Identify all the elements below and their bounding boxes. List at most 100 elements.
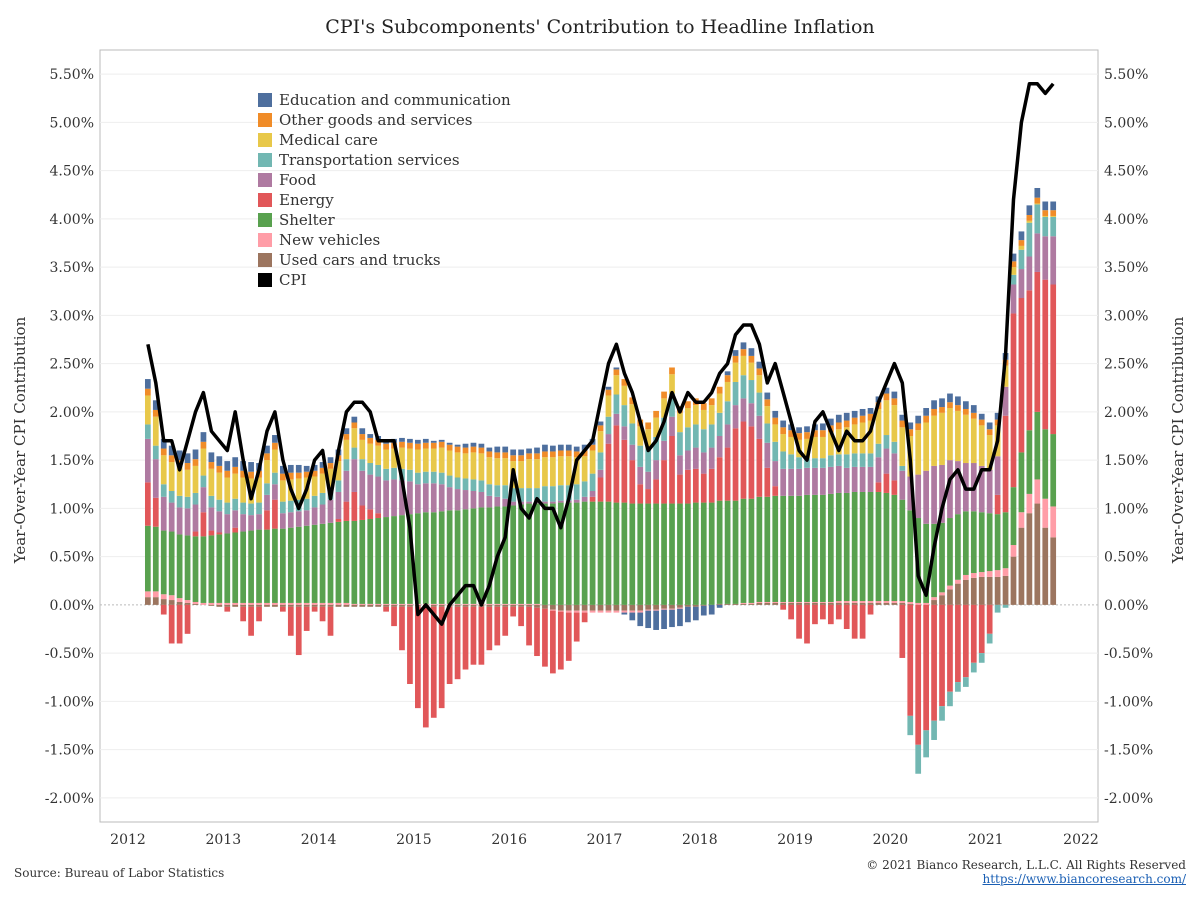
bar-segment-transport: [430, 471, 437, 484]
bar-segment-medical: [1018, 245, 1025, 250]
bar-segment-education: [343, 428, 350, 435]
bar-segment-energy: [843, 604, 850, 629]
bar-segment-medical: [756, 375, 763, 393]
bar-segment-transport: [367, 463, 374, 475]
bar-segment-medical: [557, 456, 564, 486]
bar-segment-usedcars: [351, 604, 358, 607]
bar-segment-shelter: [248, 530, 254, 603]
bar-segment-other: [168, 455, 175, 463]
bar-segment-newveh: [438, 603, 445, 605]
bar-segment-medical: [351, 428, 358, 448]
bar-segment-shelter: [176, 534, 183, 599]
bar-segment-usedcars: [732, 603, 739, 605]
bar-segment-usedcars: [335, 604, 342, 607]
bar-segment-food: [732, 405, 739, 429]
bar-segment-education: [859, 408, 866, 416]
bar-segment-education: [692, 606, 699, 621]
bar-segment-shelter: [264, 529, 270, 603]
bar-segment-energy: [407, 606, 413, 685]
bar-segment-shelter: [820, 494, 826, 602]
bar-segment-other: [438, 441, 445, 448]
y-tick-label-left: 5.00%: [50, 115, 94, 131]
bar-segment-energy: [565, 612, 572, 661]
copyright-block: © 2021 Bianco Research, L.L.C. All Right…: [866, 858, 1186, 886]
bar-segment-usedcars: [232, 604, 239, 607]
bar-segment-transport: [510, 488, 517, 502]
bar-segment-food: [359, 470, 366, 506]
bar-segment-shelter: [486, 507, 493, 604]
bar-segment-shelter: [1018, 452, 1025, 513]
bar-segment-education: [605, 386, 612, 390]
bar-segment-energy: [1010, 313, 1017, 488]
bar-segment-food: [1010, 284, 1017, 314]
bar-segment-energy: [605, 443, 612, 502]
bar-segment-medical: [200, 448, 207, 476]
bar-segment-usedcars: [724, 603, 731, 605]
bar-segment-energy: [351, 491, 358, 521]
bar-segment-other: [978, 419, 985, 426]
legend-swatch: [258, 253, 272, 267]
bar-segment-food: [430, 483, 437, 513]
bar-segment-transport: [589, 473, 596, 492]
bar-segment-other: [597, 425, 604, 432]
bar-segment-other: [232, 466, 239, 474]
bar-segment-transport: [351, 447, 358, 460]
y-tick-label-right: -1.00%: [1104, 694, 1153, 710]
bar-segment-education: [597, 421, 604, 426]
bar-segment-education: [661, 609, 667, 629]
bar-segment-energy: [994, 494, 1001, 515]
bar-segment-usedcars: [764, 602, 771, 605]
bar-segment-transport: [931, 720, 937, 740]
bar-segment-food: [629, 444, 636, 461]
bar-segment-energy: [915, 604, 922, 745]
bar-segment-other: [899, 420, 906, 428]
bar-segment-shelter: [422, 512, 429, 604]
bar-segment-newveh: [295, 602, 302, 605]
bar-segment-usedcars: [152, 597, 159, 605]
bar-segment-education: [843, 412, 850, 421]
bar-segment-shelter: [581, 501, 588, 605]
bar-segment-energy: [685, 469, 691, 504]
y-tick-label-right: -2.00%: [1104, 791, 1153, 807]
bar-segment-usedcars: [510, 604, 517, 607]
bar-segment-food: [422, 483, 429, 513]
bar-segment-shelter: [526, 503, 532, 604]
bar-segment-newveh: [470, 603, 477, 605]
website-link[interactable]: https://www.biancoresearch.com/: [982, 872, 1186, 886]
bar-segment-food: [653, 460, 659, 480]
bar-segment-food: [859, 466, 866, 492]
bar-segment-other: [216, 465, 223, 473]
bar-segment-education: [303, 465, 310, 472]
bar-segment-transport: [645, 448, 652, 472]
bar-segment-newveh: [391, 603, 397, 605]
bar-segment-medical: [978, 425, 985, 466]
bar-segment-transport: [280, 501, 286, 514]
legend-item: CPI: [258, 270, 511, 290]
bar-segment-energy: [470, 606, 477, 665]
bar-segment-medical: [883, 400, 890, 436]
bar-segment-usedcars: [883, 602, 890, 605]
bar-segment-medical: [1010, 267, 1017, 275]
bar-segment-education: [764, 392, 771, 400]
bar-segment-transport: [200, 475, 207, 488]
bar-segment-transport: [224, 502, 231, 515]
bar-segment-usedcars: [613, 604, 620, 611]
bar-segment-newveh: [168, 595, 175, 601]
bar-segment-energy: [303, 606, 310, 631]
bar-segment-education: [407, 438, 413, 443]
bar-segment-food: [780, 468, 787, 496]
bar-segment-other: [272, 442, 278, 450]
bar-segment-energy: [851, 604, 858, 639]
bar-segment-energy: [1018, 298, 1025, 453]
bar-segment-newveh: [978, 572, 985, 577]
bar-segment-shelter: [573, 502, 580, 605]
bar-segment-shelter: [939, 522, 945, 593]
bar-segment-education: [1050, 201, 1057, 211]
bar-segment-usedcars: [962, 579, 969, 605]
bar-segment-food: [645, 471, 652, 490]
source-note: Source: Bureau of Labor Statistics: [14, 866, 225, 880]
bar-segment-medical: [804, 438, 810, 459]
bar-segment-transport: [637, 445, 644, 467]
bar-segment-medical: [343, 439, 350, 460]
bar-segment-newveh: [287, 602, 294, 605]
